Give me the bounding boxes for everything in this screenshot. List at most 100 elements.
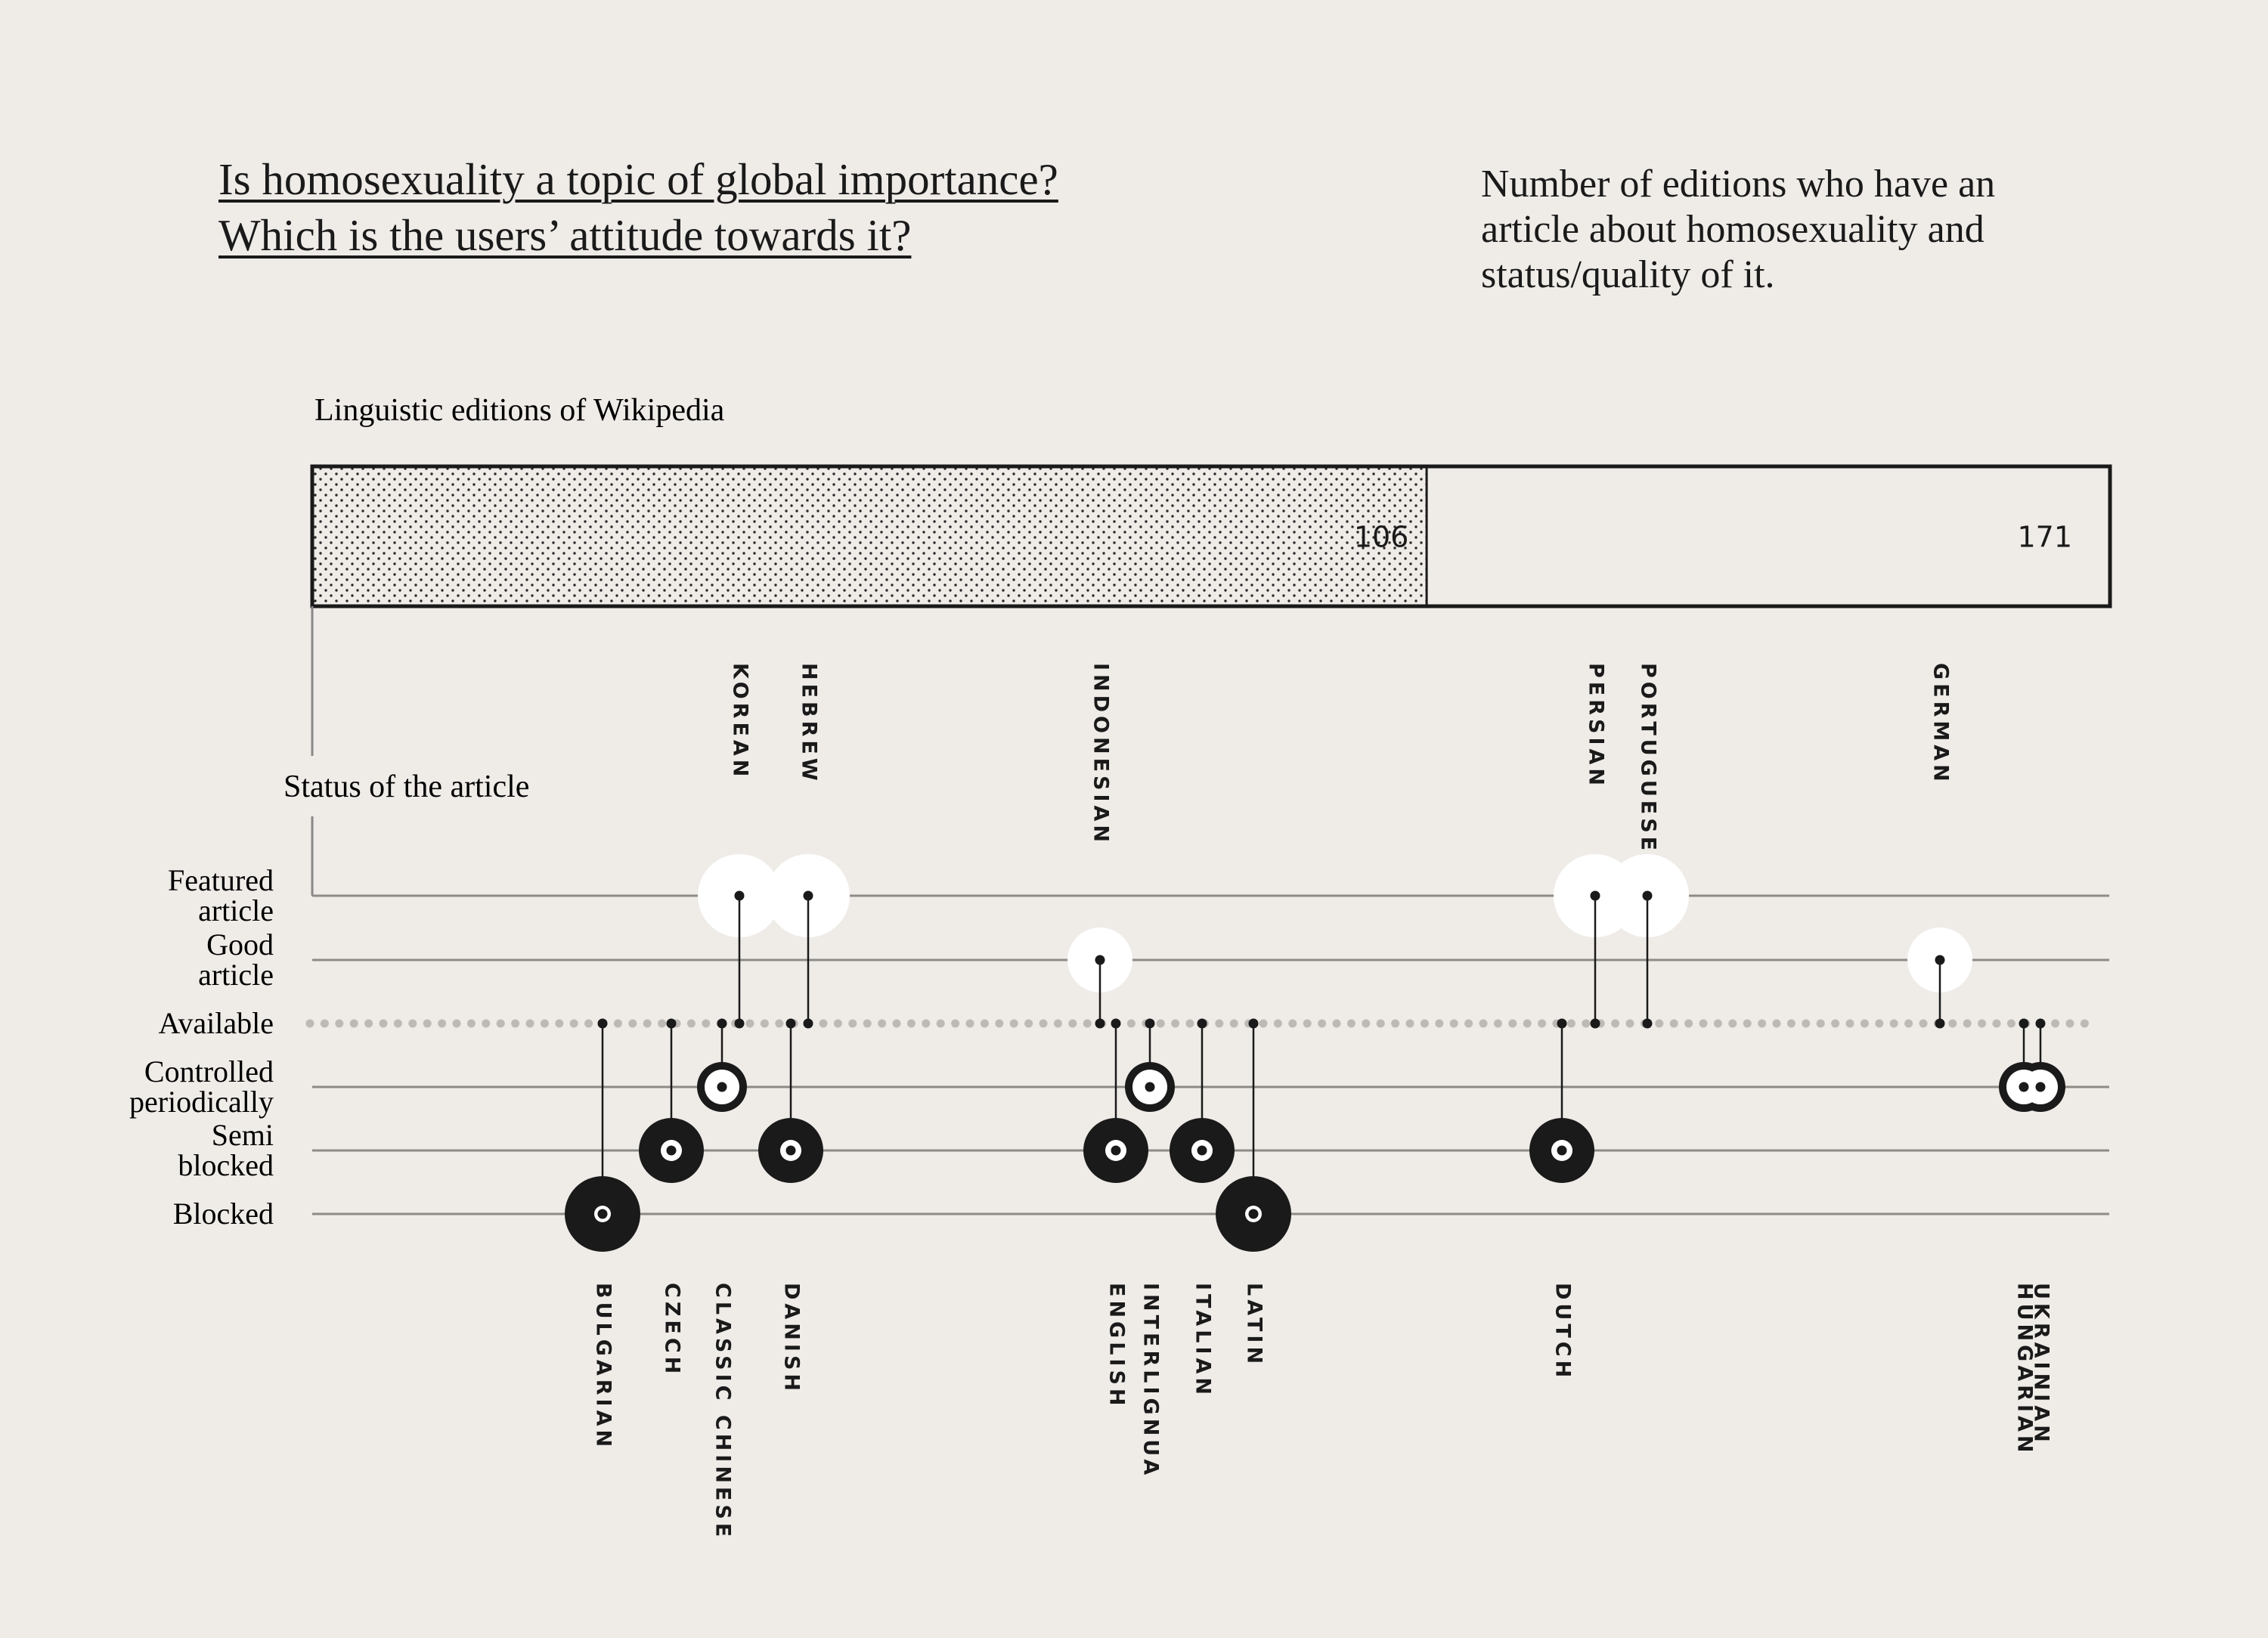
available-dot (745, 1019, 754, 1028)
status-dot-czech (666, 1145, 677, 1156)
available-dot (922, 1019, 931, 1028)
available-dot (482, 1019, 491, 1028)
available-dot (466, 1019, 476, 1028)
available-dot (364, 1019, 373, 1028)
available-dot (320, 1019, 329, 1028)
status-dot-dutch (1557, 1145, 1567, 1156)
bar-outline (310, 464, 2112, 608)
status-dot-hungarian (2019, 1082, 2029, 1092)
available-dot (1391, 1019, 1400, 1028)
title-line-2: Which is the users’ attitude towards it? (218, 210, 912, 260)
available-dot (1699, 1019, 1708, 1028)
status-dot-interlignua (1145, 1082, 1155, 1092)
status-dot-persian (1590, 890, 1600, 901)
available-dot (1758, 1019, 1767, 1028)
available-dot (848, 1019, 857, 1028)
available-dot (584, 1019, 593, 1028)
available-dot (379, 1019, 388, 1028)
base-dot-portuguese (1642, 1018, 1653, 1029)
label-interlignua: INTERLIGNUA (1139, 1283, 1163, 1479)
available-dot (1362, 1019, 1371, 1028)
base-dot-hungarian (2019, 1018, 2029, 1029)
available-dot (349, 1019, 358, 1028)
available-dot (1655, 1019, 1664, 1028)
available-dot (1229, 1019, 1238, 1028)
available-dot (1376, 1019, 1385, 1028)
available-dot (1684, 1019, 1693, 1028)
base-dot-interlignua (1145, 1018, 1155, 1029)
available-dot (1538, 1019, 1547, 1028)
base-dot-classic-chinese (717, 1018, 727, 1029)
label-bulgarian: BULGARIAN (592, 1283, 615, 1451)
base-dot-indonesian (1095, 1018, 1105, 1029)
available-dot (393, 1019, 402, 1028)
available-dot (1566, 1019, 1576, 1028)
available-dot (569, 1019, 578, 1028)
available-dot (1611, 1019, 1620, 1028)
available-dot (643, 1019, 652, 1028)
label-persian: PERSIAN (1585, 663, 1608, 789)
status-label-good: article (198, 958, 274, 992)
available-dot (1875, 1019, 1884, 1028)
status-dot-danish (785, 1145, 796, 1156)
status-dot-latin (1248, 1209, 1259, 1219)
available-dot (1831, 1019, 1840, 1028)
available-dot (496, 1019, 505, 1028)
status-dot-korean (734, 890, 745, 901)
available-dot (2006, 1019, 2015, 1028)
available-dot (540, 1019, 549, 1028)
available-dot (1039, 1019, 1048, 1028)
available-dot (1625, 1019, 1634, 1028)
status-label-blocked: Blocked (173, 1197, 274, 1231)
available-dot (1479, 1019, 1488, 1028)
available-dot (1728, 1019, 1737, 1028)
label-german: GERMAN (1929, 663, 1953, 785)
available-dot (1024, 1019, 1033, 1028)
available-dot (1464, 1019, 1473, 1028)
available-dot (452, 1019, 461, 1028)
available-dot (1860, 1019, 1869, 1028)
base-dot-latin (1248, 1018, 1259, 1029)
available-dot (1802, 1019, 1811, 1028)
status-label-good: Good (206, 927, 274, 961)
available-dot (1126, 1019, 1136, 1028)
available-dot (2051, 1019, 2060, 1028)
available-dot (1435, 1019, 1444, 1028)
chart-subtitle: Number of editions who have an article a… (1481, 163, 1996, 296)
available-dot (1904, 1019, 1913, 1028)
editions-bar: 106 171 (310, 464, 2112, 608)
axis-label: Status of the article (284, 769, 529, 804)
status-label-available: Available (158, 1006, 274, 1040)
base-dot-english (1111, 1018, 1121, 1029)
available-dot (305, 1019, 314, 1028)
base-dot-hebrew (803, 1018, 813, 1029)
available-dot (892, 1019, 901, 1028)
available-dot (1816, 1019, 1825, 1028)
label-korean: KOREAN (729, 663, 752, 780)
available-dot (1889, 1019, 1898, 1028)
available-dot (1508, 1019, 1517, 1028)
available-dot (408, 1019, 417, 1028)
available-dot (1215, 1019, 1224, 1028)
status-label-controlled: Controlled (144, 1054, 274, 1088)
available-dot (2065, 1019, 2074, 1028)
available-dot (525, 1019, 534, 1028)
available-dot (951, 1019, 960, 1028)
available-dot (1318, 1019, 1327, 1028)
available-dot (1068, 1019, 1077, 1028)
available-dot (1185, 1019, 1194, 1028)
available-dot (1992, 1019, 2001, 1028)
available-dot (775, 1019, 784, 1028)
available-dot (702, 1019, 711, 1028)
label-ukrainian: UKRAINIAN (2030, 1283, 2053, 1446)
available-dot (658, 1019, 667, 1028)
available-dot (965, 1019, 974, 1028)
available-dot (1083, 1019, 1092, 1028)
available-dot (1346, 1019, 1356, 1028)
available-dot (1259, 1019, 1268, 1028)
available-dot (1978, 1019, 1987, 1028)
available-dot (438, 1019, 447, 1028)
status-label-featured: article (198, 893, 274, 927)
label-hungarian: HUNGARIAN (2013, 1283, 2037, 1457)
